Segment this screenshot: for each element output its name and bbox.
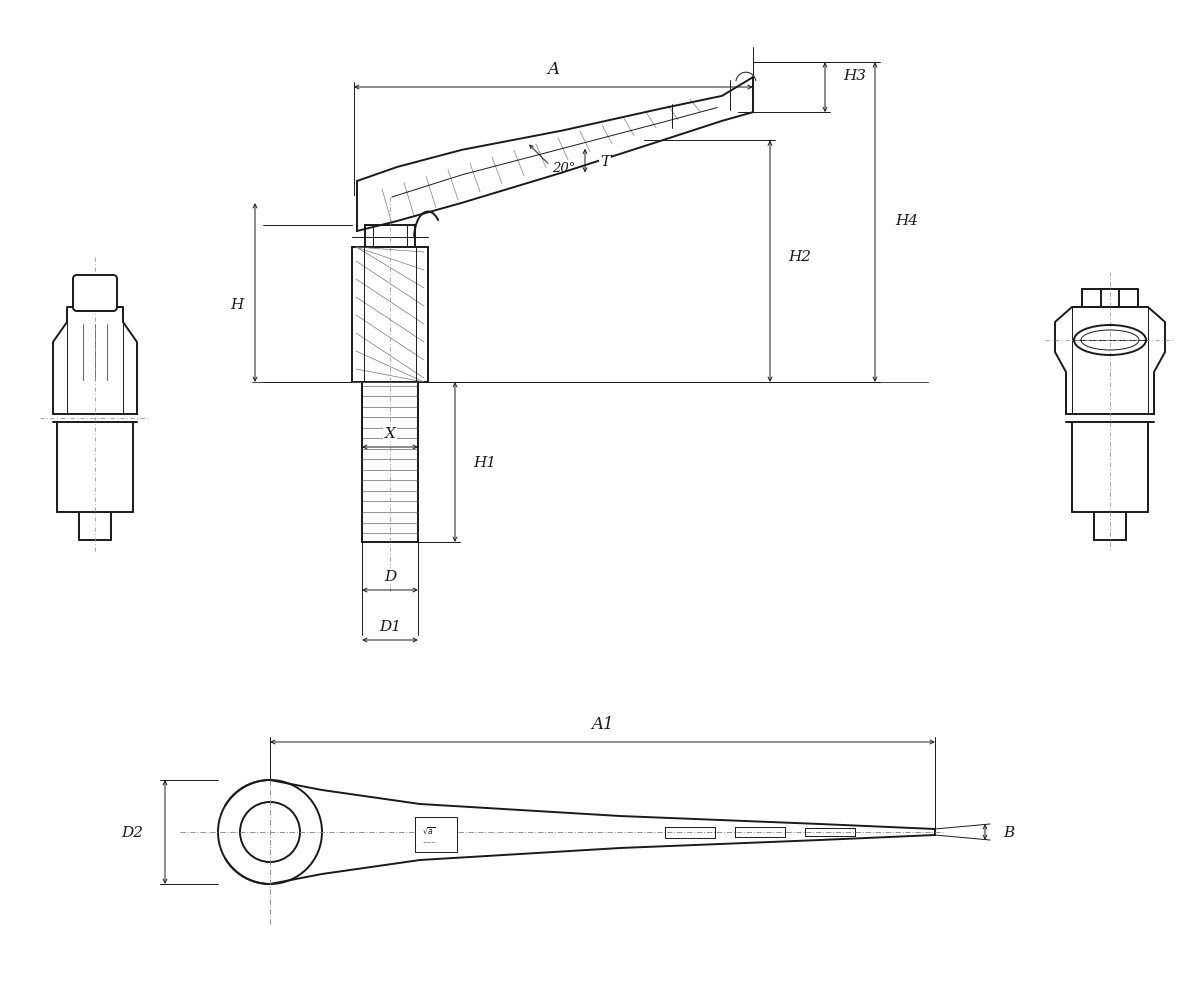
Text: H4: H4 bbox=[895, 213, 918, 227]
Text: X: X bbox=[384, 427, 396, 441]
FancyBboxPatch shape bbox=[73, 276, 118, 312]
Text: H: H bbox=[230, 299, 244, 313]
Text: 20°: 20° bbox=[552, 161, 575, 174]
Text: D2: D2 bbox=[121, 826, 143, 839]
Bar bbox=[415, 818, 457, 852]
Text: T: T bbox=[600, 154, 610, 168]
Text: H3: H3 bbox=[842, 68, 866, 82]
Text: ~~~: ~~~ bbox=[422, 840, 436, 845]
Text: A: A bbox=[547, 61, 559, 78]
Text: A1: A1 bbox=[592, 715, 614, 732]
Text: H1: H1 bbox=[473, 456, 496, 470]
Text: D1: D1 bbox=[379, 619, 401, 633]
Text: D: D bbox=[384, 569, 396, 583]
Text: H2: H2 bbox=[788, 249, 811, 264]
Text: B: B bbox=[1003, 826, 1014, 839]
Text: $\sqrt{a}$: $\sqrt{a}$ bbox=[422, 825, 436, 836]
